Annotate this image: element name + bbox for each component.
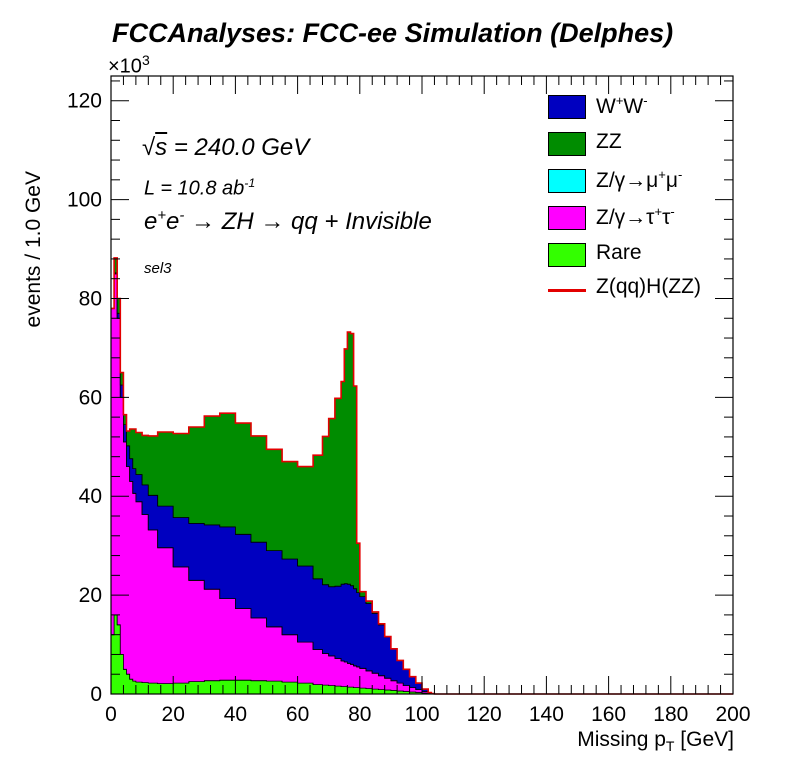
x-tick-label: 160 xyxy=(591,703,626,726)
annotation-sqrt-s-value: = 240.0 GeV xyxy=(173,134,310,161)
legend-label-ww: W+W- xyxy=(596,93,648,118)
y-axis-multiplier: ×103 xyxy=(108,52,150,78)
y-tick-label: 60 xyxy=(79,386,102,409)
stacked-areas xyxy=(110,257,733,695)
x-tick-label: 120 xyxy=(467,703,502,726)
x-tick-label: 0 xyxy=(105,703,117,726)
x-axis-label: Missing pT [GeV] xyxy=(577,728,734,755)
annotation-sqrt-s: √s = 240.0 GeV xyxy=(142,134,310,161)
x-tick-label: 140 xyxy=(529,703,564,726)
x-tick-label: 100 xyxy=(404,703,439,726)
legend-label-zmumu: Z/γ→μ+μ- xyxy=(596,167,683,192)
y-tick-label: 120 xyxy=(67,90,102,113)
legend-item-rare: Rare xyxy=(548,239,738,269)
y-tick-label: 80 xyxy=(79,287,102,310)
legend-swatch-ww xyxy=(548,95,586,119)
x-tick-label: 180 xyxy=(653,703,688,726)
legend-item-ztautau: Z/γ→τ+τ- xyxy=(548,202,738,232)
y-tick-label: 100 xyxy=(67,189,102,212)
y-tick-label: 40 xyxy=(79,485,102,508)
legend-swatch-ztautau xyxy=(548,206,586,230)
chart-title: FCCAnalyses: FCC-ee Simulation (Delphes) xyxy=(112,18,674,48)
legend-swatch-zz xyxy=(548,132,586,156)
legend-label-ztautau: Z/γ→τ+τ- xyxy=(596,204,675,229)
legend-label-signal: Z(qq)H(ZZ) xyxy=(596,275,701,298)
x-tick-label: 60 xyxy=(286,703,309,726)
legend-item-zz: ZZ xyxy=(548,128,738,158)
legend-line-signal xyxy=(548,289,586,292)
x-tick-label: 200 xyxy=(715,703,750,726)
legend-label-rare: Rare xyxy=(596,241,642,264)
y-tick-label: 20 xyxy=(79,584,102,607)
annotation-lumi: L = 10.8 ab-1 xyxy=(144,176,255,201)
legend-item-signal: Z(qq)H(ZZ) xyxy=(548,273,738,303)
legend-swatch-rare xyxy=(548,243,586,267)
axis-ticks: 0 20 40 60 80 100 120 140 160 180 200 0 20 40 60 80 100 1… xyxy=(67,76,751,726)
annotation-lumi-text: L = 10.8 ab xyxy=(144,177,245,200)
annotation-process: e+e- → ZH → qq + Invisible xyxy=(144,208,432,235)
legend-label-zz: ZZ xyxy=(596,130,622,153)
legend-swatch-zmumu xyxy=(548,169,586,193)
y-axis-label: events / 1.0 GeV xyxy=(22,171,45,328)
annotation-selection: sel3 xyxy=(144,260,172,277)
series-line-signal xyxy=(111,257,733,695)
annotation-lumi-exp: -1 xyxy=(244,176,256,190)
legend-item-ww: W+W- xyxy=(548,91,738,121)
x-tick-label: 40 xyxy=(224,703,247,726)
x-tick-label: 80 xyxy=(348,703,371,726)
y-tick-label: 0 xyxy=(90,683,102,706)
x-tick-label: 20 xyxy=(162,703,185,726)
legend-item-zmumu: Z/γ→μ+μ- xyxy=(548,165,738,195)
